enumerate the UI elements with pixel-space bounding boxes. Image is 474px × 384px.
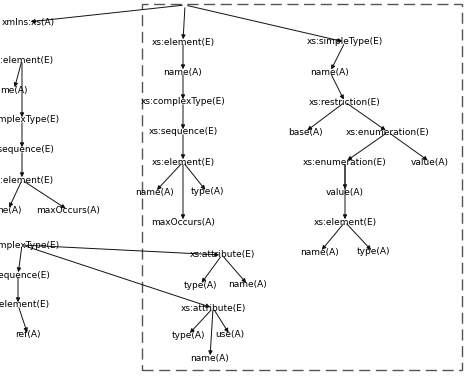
Text: use(A): use(A) <box>216 331 245 339</box>
Text: type(A): type(A) <box>171 331 205 339</box>
Text: -complexType(E): -complexType(E) <box>0 240 60 250</box>
Text: xs:complexType(E): xs:complexType(E) <box>141 98 225 106</box>
Text: base(A): base(A) <box>288 127 322 136</box>
Text: name(A): name(A) <box>228 280 267 290</box>
Text: ref(A): ref(A) <box>15 331 41 339</box>
Text: name(A): name(A) <box>164 68 202 76</box>
Text: s:sequence(E): s:sequence(E) <box>0 146 54 154</box>
Text: xs:element(E): xs:element(E) <box>313 217 376 227</box>
Text: xs:attribute(E): xs:attribute(E) <box>189 250 255 260</box>
Text: name(A): name(A) <box>136 187 174 197</box>
Text: xs:attribute(E): xs:attribute(E) <box>180 303 246 313</box>
Text: xs:element(E): xs:element(E) <box>151 157 215 167</box>
Text: name(A): name(A) <box>301 248 339 257</box>
Text: xmlns:xs(A): xmlns:xs(A) <box>1 18 55 26</box>
Text: value(A): value(A) <box>411 157 449 167</box>
Text: xs:simpleType(E): xs:simpleType(E) <box>307 38 383 46</box>
Text: name(A): name(A) <box>191 354 229 362</box>
Text: xs:element(E): xs:element(E) <box>0 175 54 184</box>
Text: type(A): type(A) <box>183 280 217 290</box>
Text: xs:sequence(E): xs:sequence(E) <box>148 127 218 136</box>
Text: xs:enumeration(E): xs:enumeration(E) <box>346 127 430 136</box>
Text: xs:element(E): xs:element(E) <box>0 301 50 310</box>
Text: me(A): me(A) <box>0 205 22 215</box>
Bar <box>142 4 462 370</box>
Text: value(A): value(A) <box>326 187 364 197</box>
Text: xs:restriction(E): xs:restriction(E) <box>309 98 381 106</box>
Text: type(A): type(A) <box>190 187 224 197</box>
Text: maxOccurs(A): maxOccurs(A) <box>151 217 215 227</box>
Text: xs:element(E): xs:element(E) <box>0 56 54 65</box>
Text: xs:element(E): xs:element(E) <box>151 38 215 46</box>
Text: maxOccurs(A): maxOccurs(A) <box>36 205 100 215</box>
Text: name(A): name(A) <box>310 68 349 76</box>
Text: me(A): me(A) <box>0 86 28 94</box>
Text: type(A): type(A) <box>356 248 390 257</box>
Text: -complexType(E): -complexType(E) <box>0 116 60 124</box>
Text: xs:enumeration(E): xs:enumeration(E) <box>303 157 387 167</box>
Text: s:sequence(E): s:sequence(E) <box>0 270 50 280</box>
